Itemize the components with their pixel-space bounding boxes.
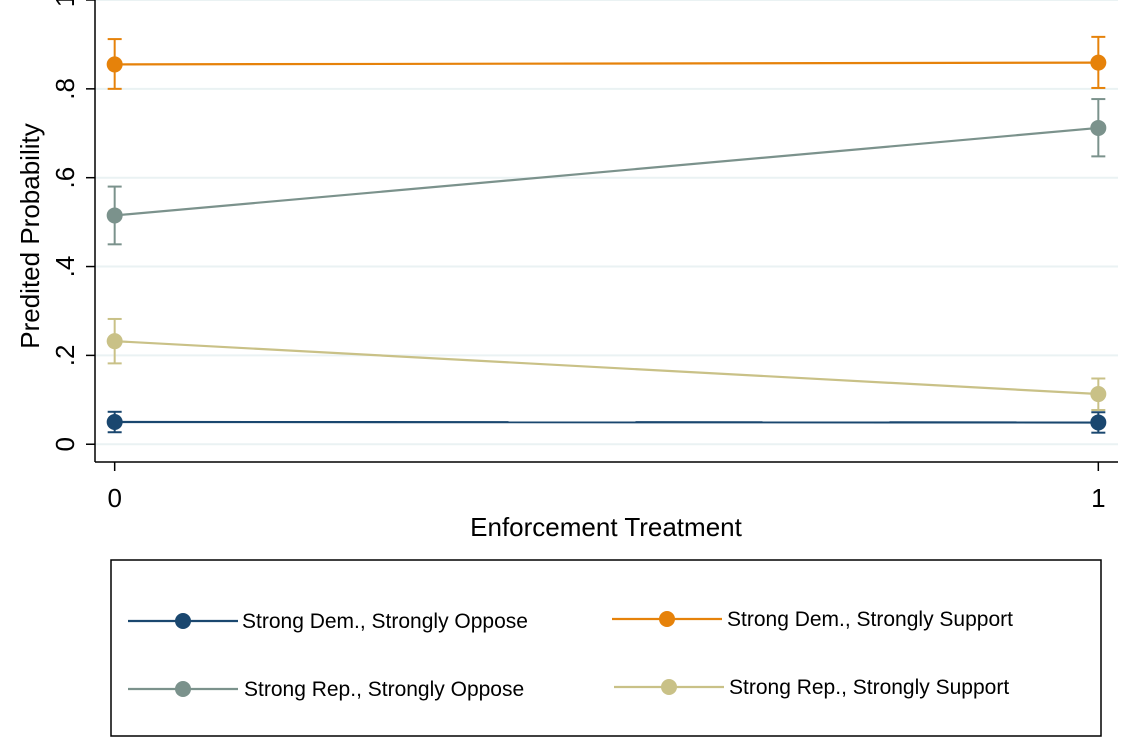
y-tick-label: 1 (50, 0, 80, 7)
data-point (106, 333, 123, 350)
y-tick-label: .2 (50, 345, 80, 367)
series-1 (106, 410, 1107, 434)
legend-item: Strong Rep., Strongly Support (614, 676, 1009, 699)
data-point (1090, 414, 1107, 431)
legend-marker (661, 679, 677, 695)
legend-label: Strong Rep., Strongly Oppose (244, 678, 524, 701)
data-point (1090, 386, 1107, 403)
legend-item: Strong Rep., Strongly Oppose (128, 678, 524, 701)
series-2 (106, 35, 1107, 90)
series-group (106, 35, 1107, 434)
y-tick-label: .6 (50, 167, 80, 189)
legend-label: Strong Dem., Strongly Support (727, 608, 1013, 631)
legend-entries: Strong Dem., Strongly Oppose Strong Dem.,… (128, 608, 1013, 701)
grid-lines (95, 0, 1118, 446)
legend-label: Strong Dem., Strongly Oppose (242, 610, 528, 633)
legend-marker (175, 613, 191, 629)
legend-marker (659, 611, 675, 627)
y-tick-label: .4 (50, 256, 80, 278)
legend-box (110, 559, 1102, 737)
data-point (106, 414, 123, 431)
series-4 (106, 317, 1107, 412)
data-point (106, 56, 123, 73)
legend-item: Strong Dem., Strongly Oppose (128, 610, 528, 633)
series-line (114, 340, 1099, 396)
y-axis-title: Predited Probability (15, 123, 45, 348)
data-point (1090, 119, 1107, 136)
series-line (114, 61, 1099, 66)
y-tick-label: 0 (50, 437, 80, 451)
data-point (1090, 54, 1107, 71)
data-point (106, 207, 123, 224)
legend-item: Strong Dem., Strongly Support (612, 608, 1013, 631)
x-axis-title: Enforcement Treatment (470, 512, 742, 542)
series-3 (106, 98, 1107, 246)
y-axis-ticks: 0 .2 .4 .6 .8 1 (50, 0, 95, 451)
y-tick-label: .8 (50, 78, 80, 100)
series-line (114, 126, 1099, 217)
legend-label: Strong Rep., Strongly Support (729, 676, 1009, 699)
legend-marker (175, 681, 191, 697)
x-tick-label: 1 (1091, 483, 1105, 513)
x-tick-label: 0 (107, 483, 121, 513)
legend: Strong Dem., Strongly Oppose Strong Dem.,… (110, 559, 1102, 737)
